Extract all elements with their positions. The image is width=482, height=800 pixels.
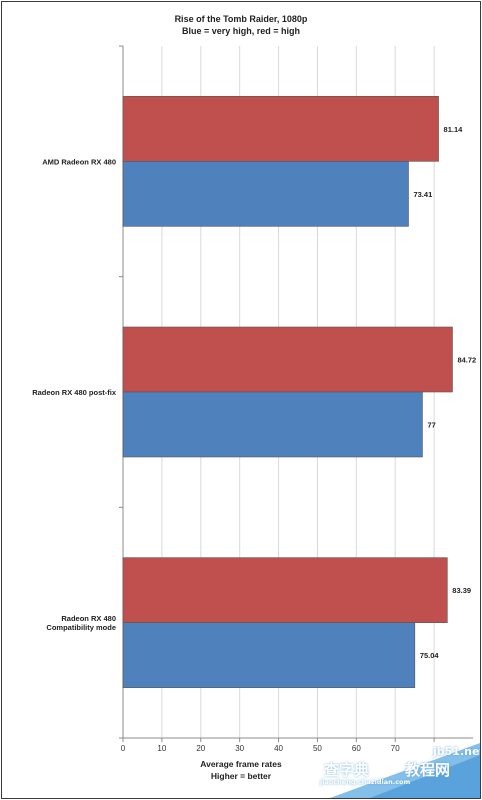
x-tick-label-7: 70 [391,744,400,753]
data-label-2-0: 83.39 [452,586,471,595]
x-tick-label-5: 50 [313,744,322,753]
bar-0-0 [122,96,439,162]
category-label-0: AMD Radeon RX 480 [42,157,116,166]
chart-subtitle: Blue = very high, red = high [181,26,301,36]
x-tick-label-1: 10 [157,744,166,753]
category-label-1: Radeon RX 480 post-fix [32,388,117,397]
chart-title: Rise of the Tomb Raider, 1080p [174,14,308,24]
bar-2-1 [122,622,416,688]
x-tick-label-0: 0 [121,744,126,753]
bar-1-1 [122,391,423,458]
data-label-1-0: 84.72 [457,356,476,365]
watermark-logo: jb51.net 教程网 jiaocheng.chazidian.com 查字典 [320,743,480,798]
x-tick-label-4: 40 [274,744,283,753]
category-label-2-line-1: Compatibility mode [46,623,116,632]
bar-1-0 [122,326,453,393]
bar-0-1 [122,161,409,227]
data-label-0-0: 81.14 [444,125,464,134]
bar-2-0 [122,557,448,623]
data-label-0-1: 73.41 [413,190,432,199]
data-label-2-1: 75.04 [420,651,440,660]
x-axis-label: Average frame rates [200,759,282,769]
x-tick-label-3: 30 [235,744,244,753]
x-tick-label-6: 60 [352,744,361,753]
data-label-1-1: 77 [427,421,435,430]
x-axis-note: Higher = better [210,771,272,781]
category-label-2-line-0: Radeon RX 480 [61,614,116,623]
x-tick-label-2: 20 [196,744,205,753]
